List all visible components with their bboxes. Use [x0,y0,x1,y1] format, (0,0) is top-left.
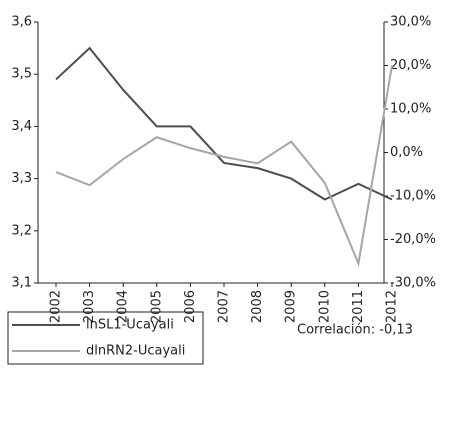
y-tick-label: 3,6 [11,15,32,30]
x-tick-label: 2012 [385,290,400,323]
legend-label: lnSL1-Ucayali [86,318,174,333]
y2-tick-label: 30,0% [390,15,431,30]
legend-label: dlnRN2-Ucayali [86,344,185,359]
y2-tick-label: -20,0% [390,232,436,247]
x-tick-label: 2003 [82,290,97,323]
x-tick-label: 2004 [116,290,131,323]
y2-tick-label: 20,0% [390,58,431,73]
x-tick-label: 2007 [217,290,232,323]
legend-box [7,311,204,365]
y-tick-label: 3,4 [11,119,32,134]
annotation: Correlación: -0,13 [297,323,413,338]
x-tick-label: 2006 [183,290,198,323]
x-tick-label: 2002 [49,290,64,323]
x-tick-label: 2008 [250,290,265,323]
y-tick-label: 3,3 [11,171,32,186]
y-tick-label: 3,5 [11,67,32,82]
y2-tick-label: 10,0% [390,102,431,117]
series-line [55,65,393,267]
y2-tick-label: -30,0% [390,276,436,291]
series-line [55,46,393,201]
y-tick-label: 3,1 [11,276,32,291]
x-tick-label: 2009 [284,290,299,323]
y2-tick-label: -10,0% [390,189,436,204]
x-tick-label: 2005 [149,290,164,323]
y2-tick-label: 0,0% [390,145,423,160]
x-tick-label: 2010 [317,290,332,323]
y-tick-label: 3,2 [11,223,32,238]
x-tick-label: 2011 [351,290,366,323]
